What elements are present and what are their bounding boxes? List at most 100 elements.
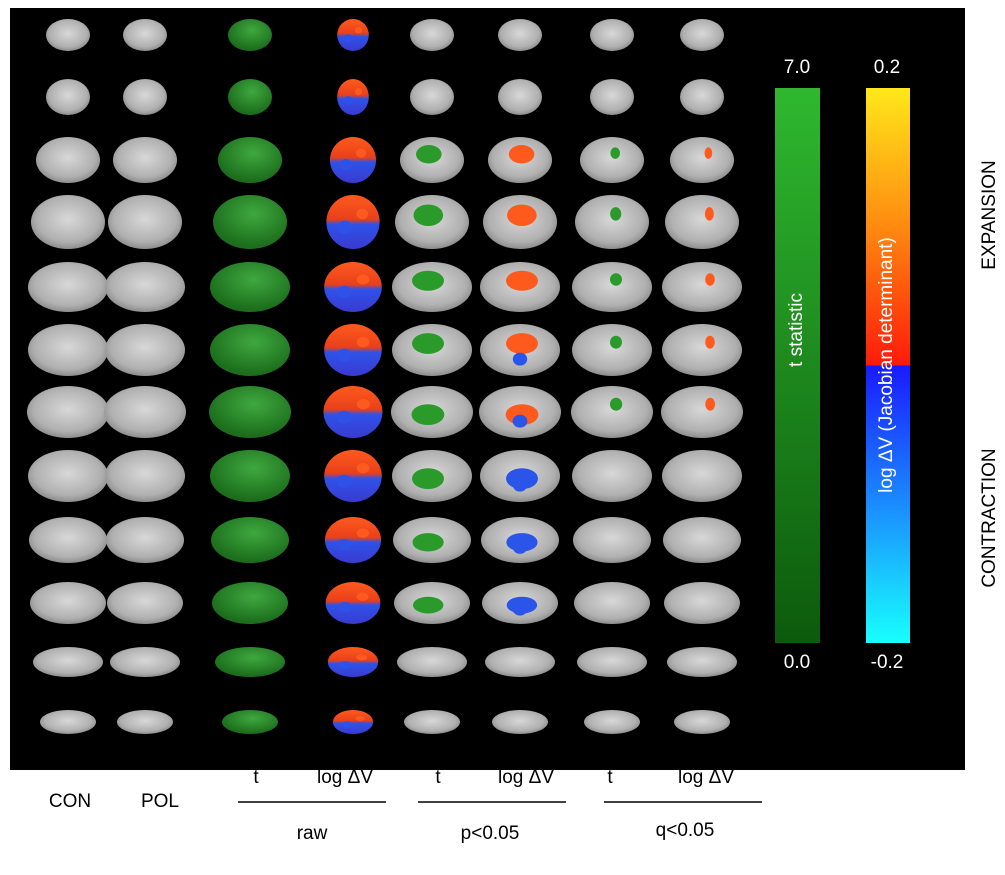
brain-slice — [498, 79, 542, 115]
raw-overlay — [344, 34, 353, 43]
brain-slice — [584, 710, 640, 734]
column-label: t — [253, 767, 259, 788]
brain-slice — [574, 582, 650, 624]
q-overlay — [704, 147, 713, 159]
p-overlay — [411, 404, 445, 425]
brain-slice — [28, 324, 108, 376]
brain-slice — [410, 19, 454, 51]
p-overlay — [513, 605, 527, 616]
brain-slice — [113, 137, 177, 183]
brain-slice — [40, 710, 96, 734]
q-overlay — [705, 273, 715, 286]
brain-slice — [665, 195, 739, 249]
brain-slice — [30, 582, 106, 624]
brain-slice — [105, 324, 185, 376]
raw-overlay — [355, 88, 363, 96]
p-overlay — [508, 145, 535, 164]
brain-slice — [117, 710, 173, 734]
brain-slice — [213, 195, 287, 249]
q-overlay — [610, 273, 622, 286]
q-overlay — [610, 335, 622, 349]
p-overlay — [413, 204, 444, 227]
raw-overlay — [337, 538, 352, 551]
colorbar-max: 7.0 — [784, 57, 810, 78]
brain-slice — [46, 79, 90, 115]
group-label: raw — [297, 823, 328, 844]
column-label: t — [435, 767, 441, 788]
column-label: CON — [49, 791, 91, 812]
brain-slice — [211, 517, 289, 563]
p-overlay — [507, 204, 537, 227]
colorbar-max: 0.2 — [874, 57, 900, 78]
brain-slice — [324, 517, 382, 563]
raw-overlay — [336, 410, 352, 424]
brain-slice — [577, 647, 647, 677]
brain-slice — [228, 19, 272, 51]
brain-slice — [218, 137, 282, 183]
brain-slice — [663, 517, 741, 563]
brain-slice — [664, 582, 740, 624]
brain-slice — [329, 137, 377, 183]
brain-slice — [326, 195, 380, 249]
arrow-label: CONTRACTION — [979, 448, 1000, 587]
t-colorbar — [775, 88, 820, 643]
raw-overlay — [355, 27, 363, 34]
p-overlay — [512, 352, 528, 366]
raw-overlay — [356, 528, 370, 538]
raw-overlay — [344, 96, 353, 106]
raw-overlay — [355, 148, 367, 158]
brain-slice — [106, 517, 184, 563]
brain-slice — [123, 79, 167, 115]
brain-slice — [27, 386, 109, 438]
brain-slice — [110, 647, 180, 677]
brain-slice — [337, 79, 369, 115]
brain-slice — [46, 19, 90, 51]
brain-slice — [210, 450, 290, 502]
brain-slice — [662, 324, 742, 376]
brain-slice — [210, 324, 290, 376]
brain-slice — [228, 79, 272, 115]
colorbar-label: log ΔV (Jacobian determinant) — [876, 237, 897, 493]
brain-slice — [498, 19, 542, 51]
brain-slice — [667, 647, 737, 677]
brain-slice — [212, 582, 288, 624]
brain-slice — [324, 450, 382, 502]
brain-slice — [323, 386, 383, 438]
brain-slice — [29, 517, 107, 563]
brain-slice — [210, 262, 290, 312]
brain-slice — [670, 137, 734, 183]
column-label: log ΔV — [498, 767, 554, 788]
brain-slice — [324, 262, 382, 312]
brain-slice — [108, 195, 182, 249]
raw-overlay — [338, 220, 352, 235]
q-overlay — [704, 207, 714, 221]
p-overlay — [512, 414, 528, 428]
brain-slice — [680, 79, 724, 115]
p-overlay — [412, 270, 444, 291]
p-overlay — [512, 478, 528, 492]
brain-slice — [662, 262, 742, 312]
q-overlay — [609, 397, 623, 411]
brain-slice — [572, 324, 652, 376]
brain-slice — [571, 386, 653, 438]
brain-slice — [492, 710, 548, 734]
q-overlay — [705, 397, 716, 411]
brain-slice — [410, 79, 454, 115]
raw-overlay — [339, 661, 352, 669]
column-label: POL — [141, 791, 179, 812]
brain-slice — [485, 647, 555, 677]
brain-slice — [674, 710, 730, 734]
brain-slice — [332, 710, 374, 734]
colorbar-label: t statistic — [786, 293, 807, 367]
brain-slice — [28, 262, 108, 312]
brain-slice — [33, 647, 103, 677]
jacobian-colorbar — [866, 88, 910, 643]
brain-slice — [105, 262, 185, 312]
raw-overlay — [337, 474, 352, 488]
brain-slice — [107, 582, 183, 624]
brain-slice — [680, 19, 724, 51]
brain-slice — [325, 582, 381, 624]
brain-slice — [404, 710, 460, 734]
brain-slice — [104, 386, 186, 438]
